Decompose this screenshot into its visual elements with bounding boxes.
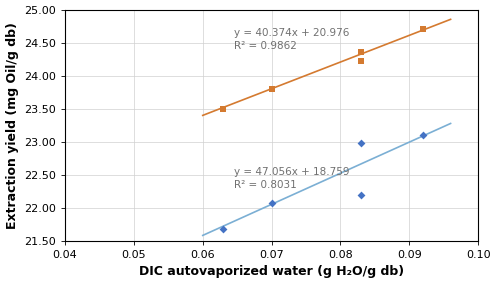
Text: y = 40.374x + 20.976
R² = 0.9862: y = 40.374x + 20.976 R² = 0.9862 [234, 28, 349, 51]
Text: y = 47.056x + 18.759
R² = 0.8031: y = 47.056x + 18.759 R² = 0.8031 [234, 167, 349, 190]
X-axis label: DIC autovaporized water (g H₂O/g db): DIC autovaporized water (g H₂O/g db) [139, 266, 404, 278]
Point [219, 107, 227, 112]
Point [268, 200, 276, 205]
Point [357, 59, 365, 63]
Point [419, 27, 427, 32]
Point [357, 192, 365, 197]
Point [219, 227, 227, 231]
Point [419, 133, 427, 137]
Point [357, 50, 365, 54]
Y-axis label: Extraction yield (mg Oil/g db): Extraction yield (mg Oil/g db) [5, 22, 18, 229]
Point [268, 87, 276, 91]
Point [357, 141, 365, 145]
